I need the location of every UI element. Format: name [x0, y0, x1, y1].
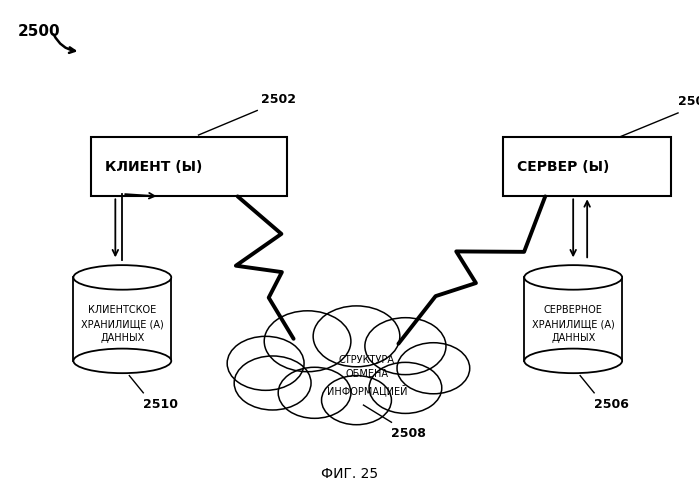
Text: 2508: 2508: [391, 427, 426, 440]
Circle shape: [227, 336, 304, 390]
Circle shape: [322, 376, 391, 425]
Text: 2510: 2510: [143, 398, 178, 410]
FancyBboxPatch shape: [503, 137, 671, 196]
Bar: [524, 277, 622, 361]
Ellipse shape: [73, 349, 171, 373]
Circle shape: [278, 367, 351, 418]
Circle shape: [397, 343, 470, 394]
Ellipse shape: [73, 265, 171, 290]
Text: 2506: 2506: [594, 398, 629, 410]
Text: 2500: 2500: [17, 25, 60, 39]
Ellipse shape: [524, 265, 622, 290]
Text: СЕРВЕР (Ы): СЕРВЕР (Ы): [517, 160, 610, 174]
FancyBboxPatch shape: [91, 137, 287, 196]
Ellipse shape: [524, 349, 622, 373]
Bar: [73, 277, 171, 278]
Circle shape: [264, 311, 351, 372]
Bar: [524, 277, 622, 278]
Circle shape: [365, 318, 446, 375]
Text: ФИГ. 25: ФИГ. 25: [321, 467, 378, 481]
Circle shape: [234, 356, 311, 410]
Text: КЛИЕНТ (Ы): КЛИЕНТ (Ы): [105, 160, 202, 174]
Circle shape: [313, 306, 400, 367]
Text: 2502: 2502: [261, 93, 296, 106]
Circle shape: [369, 362, 442, 413]
Text: КЛИЕНТСКОЕ
ХРАНИЛИЩЕ (А)
ДАННЫХ: КЛИЕНТСКОЕ ХРАНИЛИЩЕ (А) ДАННЫХ: [81, 305, 164, 343]
Text: 2504: 2504: [678, 95, 699, 108]
Text: СЕРВЕРНОЕ
ХРАНИЛИЩЕ (А)
ДАННЫХ: СЕРВЕРНОЕ ХРАНИЛИЩЕ (А) ДАННЫХ: [532, 305, 614, 343]
Text: СТРУКТУРА
ОБМЕНА
ИНФОРМАЦИЕЙ: СТРУКТУРА ОБМЕНА ИНФОРМАЦИЕЙ: [326, 355, 408, 396]
Bar: [73, 277, 171, 361]
